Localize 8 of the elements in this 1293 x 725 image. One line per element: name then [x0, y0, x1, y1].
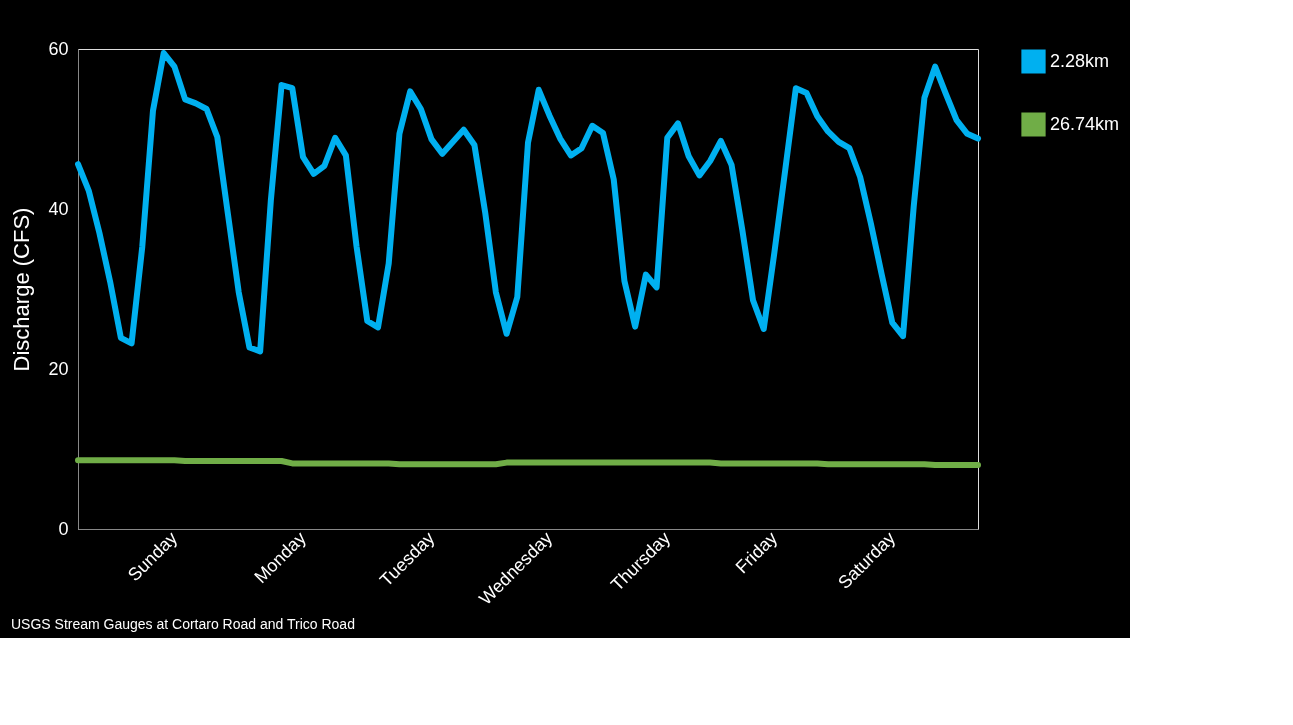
legend-label: 26.74km [1050, 113, 1120, 134]
y-tick-label: 60 [48, 38, 69, 59]
y-tick-label: 20 [48, 358, 69, 379]
y-tick-label: 0 [58, 518, 69, 539]
text: USGS Stream Gauges at Cortaro Road and Trico Road [10, 616, 355, 633]
legend-label: 2.28km [1050, 50, 1110, 71]
y-axis-title: Discharge (CFS) [9, 207, 35, 372]
y-tick-label: 40 [48, 198, 69, 219]
